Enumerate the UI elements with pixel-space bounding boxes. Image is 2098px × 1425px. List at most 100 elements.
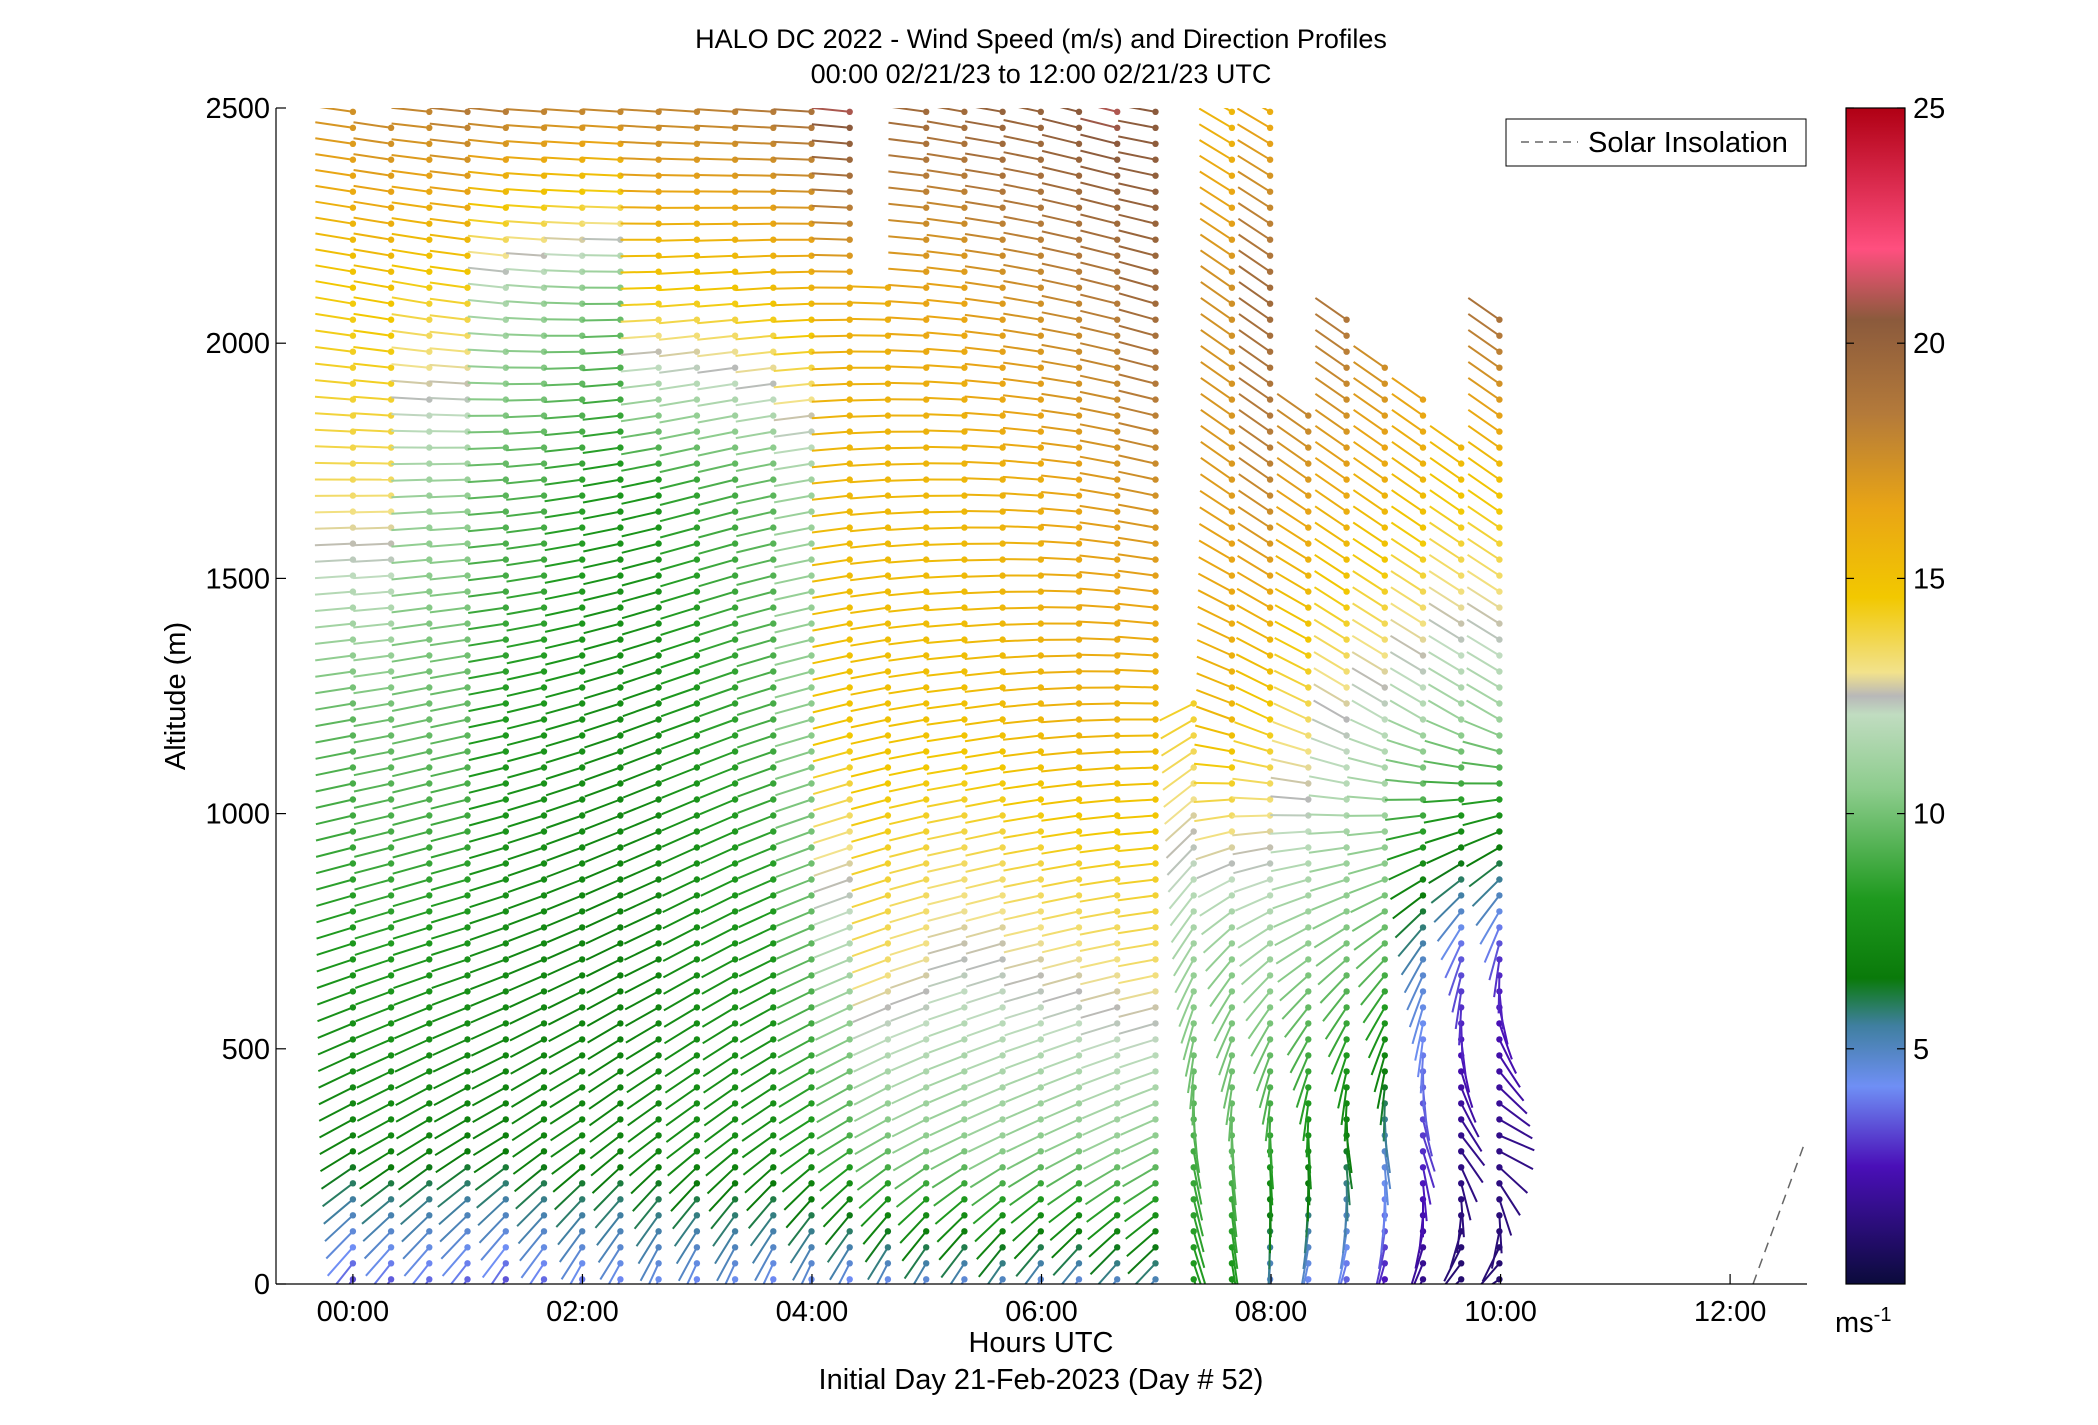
wind-barb (1002, 394, 1041, 401)
wind-barb-point (961, 220, 968, 227)
wind-barb (813, 894, 851, 910)
wind-barb (583, 622, 621, 635)
wind-barb (1373, 1055, 1386, 1093)
wind-barb (1340, 1087, 1348, 1126)
wind-barb (1236, 123, 1271, 145)
wind-barb-point (999, 956, 1006, 963)
wind-barb-point (1305, 988, 1312, 995)
wind-barb (1460, 1118, 1483, 1152)
wind-barb-point (884, 636, 892, 643)
wind-barb-point (617, 588, 624, 595)
wind-barb-point (1381, 780, 1389, 787)
wind-barb-point (387, 924, 395, 931)
wind-barb (677, 1246, 698, 1282)
wind-barb (1118, 324, 1156, 337)
wind-barb (314, 362, 354, 369)
wind-barb (1118, 454, 1156, 465)
wind-barb (816, 1134, 851, 1157)
wind-barb-point (464, 124, 471, 131)
wind-barb-point (387, 876, 395, 883)
wind-barb (926, 331, 965, 337)
wind-barb-point (693, 716, 701, 723)
wind-barb-point (884, 700, 892, 707)
wind-barb (735, 382, 774, 390)
wind-barb (735, 254, 774, 259)
wind-barb-point (1037, 380, 1045, 387)
wind-barb-point (426, 764, 433, 771)
wind-barb (1225, 1087, 1233, 1126)
wind-barb (976, 1230, 1004, 1260)
wind-barb-point (1152, 652, 1159, 659)
wind-barb-point (1228, 108, 1236, 116)
wind-barb-point (655, 156, 662, 163)
wind-barb (1275, 522, 1309, 545)
wind-barb-point (540, 1020, 548, 1027)
wind-barb-point (617, 940, 624, 947)
wind-barb-point (540, 652, 548, 659)
wind-barb-point (426, 1004, 433, 1011)
wind-barb-point (846, 284, 853, 291)
wind-barb (665, 1118, 698, 1143)
wind-barb (1199, 249, 1233, 273)
wind-barb-point (349, 748, 357, 755)
wind-barb-point (349, 188, 357, 195)
wind-barb-point (349, 380, 357, 387)
wind-barb (467, 299, 506, 305)
wind-barb-point (1228, 636, 1236, 643)
wind-barb-point (1228, 972, 1236, 979)
wind-barb (583, 590, 621, 602)
wind-barb-point (617, 476, 624, 483)
wind-barb-point (540, 476, 548, 483)
wind-barb (392, 926, 430, 940)
wind-barb-point (731, 1068, 739, 1075)
wind-barb-point (579, 844, 586, 851)
wind-barb-point (1037, 604, 1045, 611)
wind-barb-point (884, 556, 892, 563)
wind-barb (627, 1102, 660, 1127)
wind-barb-point (349, 300, 357, 307)
wind-barb-point (502, 988, 509, 995)
wind-barb (697, 494, 736, 506)
wind-barb (1044, 1150, 1080, 1170)
wind-barb (391, 108, 430, 113)
wind-barb (1468, 862, 1501, 888)
wind-barb-point (579, 444, 586, 451)
wind-barb (813, 910, 851, 926)
wind-barb (620, 108, 659, 113)
wind-barb-point (1114, 1100, 1121, 1107)
wind-barb (849, 285, 888, 289)
wind-barb-point (387, 764, 395, 771)
wind-barb (353, 200, 392, 209)
wind-barb-point (1228, 892, 1236, 899)
wind-barb (315, 702, 354, 711)
wind-barb-point (999, 476, 1006, 483)
wind-barb-point (426, 892, 433, 899)
wind-barb-point (1458, 444, 1465, 451)
wind-barb-point (1075, 668, 1083, 675)
wind-barb-point (426, 620, 433, 627)
wind-barb-point (1343, 620, 1350, 627)
wind-barb-point (426, 732, 433, 739)
wind-barb (506, 172, 545, 177)
wind-barb-point (1305, 892, 1312, 899)
wind-barb (356, 1086, 392, 1106)
wind-barb-point (1037, 716, 1045, 723)
wind-barb-point (1037, 124, 1045, 131)
wind-barb-point (1228, 348, 1236, 355)
wind-barb (1481, 1246, 1501, 1282)
wind-barb-point (617, 892, 624, 899)
wind-barb-point (1075, 1084, 1083, 1091)
wind-barb-point (655, 844, 662, 851)
wind-barb-point (502, 812, 509, 819)
wind-barb-point (579, 636, 586, 643)
wind-barb-point (1305, 924, 1312, 931)
wind-barb (926, 266, 965, 273)
wind-barb-point (999, 1084, 1006, 1091)
wind-barb-point (999, 828, 1006, 835)
wind-barb-point (1114, 332, 1121, 339)
wind-barb-point (1228, 316, 1236, 323)
wind-barb (391, 413, 430, 417)
wind-barb (507, 750, 545, 763)
wind-barb-point (1305, 796, 1312, 803)
wind-barb (1041, 734, 1080, 740)
